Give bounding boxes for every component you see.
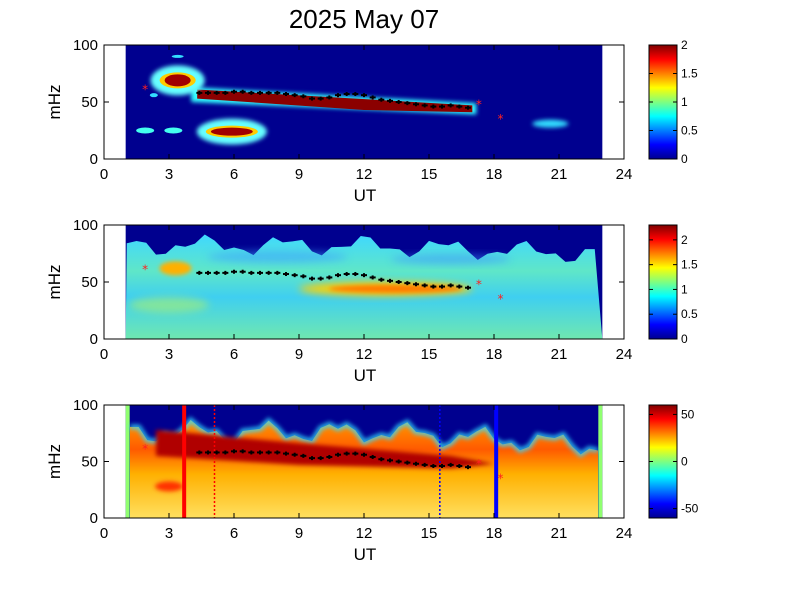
blob-small	[164, 127, 183, 134]
x-tick-label: 6	[230, 346, 238, 363]
fringe	[129, 416, 599, 458]
x-tick-label: 9	[295, 525, 303, 542]
colorbar-tick-label: 2	[681, 38, 688, 52]
blob-small	[149, 93, 158, 98]
x-tick-label: 18	[486, 166, 503, 183]
x-tick-label: 12	[356, 525, 373, 542]
y-tick-label: 100	[73, 37, 98, 54]
colorbar-tick-label: 0.5	[681, 124, 698, 138]
blob	[159, 261, 192, 276]
colorbar-tick-label: 1.5	[681, 258, 698, 272]
panel-2: * * * 0 3 6 9 12 15 18 21 24 0 50 100 UT mHz 0 0.5 1 1.5 2	[45, 217, 698, 385]
x-tick-label: 9	[295, 166, 303, 183]
marker-red: *	[476, 97, 482, 111]
marker-red: *	[142, 442, 148, 456]
marker-red: *	[498, 471, 504, 485]
colorbar-tick-label: 0	[681, 455, 688, 469]
edge-strip	[598, 405, 603, 518]
x-tick-label: 3	[165, 346, 173, 363]
colorbar-tick-label: -50	[681, 502, 699, 516]
x-tick-label: 12	[356, 346, 373, 363]
colorbar-tick-label: 0	[681, 332, 688, 346]
x-tick-label: 18	[486, 525, 503, 542]
colorbar-gradient	[648, 224, 678, 340]
marker-red: *	[142, 262, 148, 276]
x-tick-label: 15	[421, 525, 438, 542]
marker-red: *	[498, 112, 504, 126]
patch	[390, 254, 511, 265]
x-tick-label: 12	[356, 166, 373, 183]
x-tick-label: 0	[100, 525, 108, 542]
x-tick-label: 15	[421, 346, 438, 363]
y-tick-label: 0	[90, 331, 98, 348]
colorbar-2: 0 0.5 1 1.5 2	[648, 224, 698, 346]
x-tick-label: 24	[616, 346, 633, 363]
y-tick-label: 50	[81, 454, 98, 471]
core	[156, 429, 494, 469]
y-tick-label: 100	[73, 217, 98, 234]
x-axis-label: UT	[354, 186, 377, 205]
patch	[129, 296, 209, 313]
heatmap-2: * * *	[104, 225, 624, 339]
marker-red: *	[498, 292, 504, 306]
y-tick-label: 50	[81, 94, 98, 111]
y-axis-label: mHz	[45, 444, 64, 479]
marker-red: *	[476, 277, 482, 291]
y-tick-label: 0	[90, 510, 98, 527]
x-axis-label: UT	[354, 366, 377, 385]
colorbar-tick-label: 0.5	[681, 307, 698, 321]
x-tick-label: 3	[165, 525, 173, 542]
blob-core	[210, 127, 253, 136]
colorbar-tick-label: 50	[681, 407, 695, 421]
blob-small	[171, 54, 184, 58]
x-tick-label: 21	[551, 346, 568, 363]
x-tick-label: 21	[551, 166, 568, 183]
x-tick-label: 9	[295, 346, 303, 363]
edge-strip	[125, 405, 130, 518]
y-axis-label: mHz	[45, 85, 64, 120]
heatmap-1: * * *	[104, 45, 624, 159]
band-core	[329, 284, 463, 293]
x-tick-label: 24	[616, 166, 633, 183]
blob-small	[532, 119, 569, 128]
blob-core	[164, 74, 191, 87]
patch	[207, 250, 348, 263]
x-tick-label: 21	[551, 525, 568, 542]
colorbar-tick-label: 1	[681, 282, 688, 296]
y-tick-label: 100	[73, 397, 98, 414]
colorbar-3: -50 0 50	[648, 404, 699, 519]
marker-red: *	[142, 82, 148, 96]
colorbar-1: 0 0.5 1 1.5 2	[648, 38, 698, 166]
colorbar-tick-label: 1	[681, 95, 688, 109]
colorbar-tick-label: 2	[681, 233, 688, 247]
x-tick-label: 6	[230, 525, 238, 542]
band-core	[197, 89, 473, 113]
colorbar-gradient	[648, 404, 678, 519]
panel-1: * * * 0 3 6 9 12 15 18 21 24 0 50 100 UT mHz 0 0.5 1 1.5 2	[45, 37, 698, 205]
x-tick-label: 24	[616, 525, 633, 542]
blob-small	[136, 127, 155, 134]
colorbar-tick-label: 1.5	[681, 67, 698, 81]
x-axis-label: UT	[354, 545, 377, 564]
x-tick-label: 0	[100, 346, 108, 363]
panel-3: * * * 0 3 6 9 12 15 18 21 24 0 50 100 UT mHz -50 0 50	[45, 397, 699, 564]
heatmap-3: * * *	[104, 405, 624, 518]
x-tick-label: 18	[486, 346, 503, 363]
marker-red: *	[476, 457, 482, 471]
figure-title: 2025 May 07	[289, 4, 439, 34]
blob	[155, 481, 183, 492]
y-axis-label: mHz	[45, 265, 64, 300]
x-tick-label: 15	[421, 166, 438, 183]
colorbar-gradient	[648, 44, 678, 160]
y-tick-label: 0	[90, 151, 98, 168]
x-tick-label: 6	[230, 166, 238, 183]
x-tick-label: 0	[100, 166, 108, 183]
x-tick-label: 3	[165, 166, 173, 183]
y-tick-label: 50	[81, 274, 98, 291]
colorbar-tick-label: 0	[681, 152, 688, 166]
